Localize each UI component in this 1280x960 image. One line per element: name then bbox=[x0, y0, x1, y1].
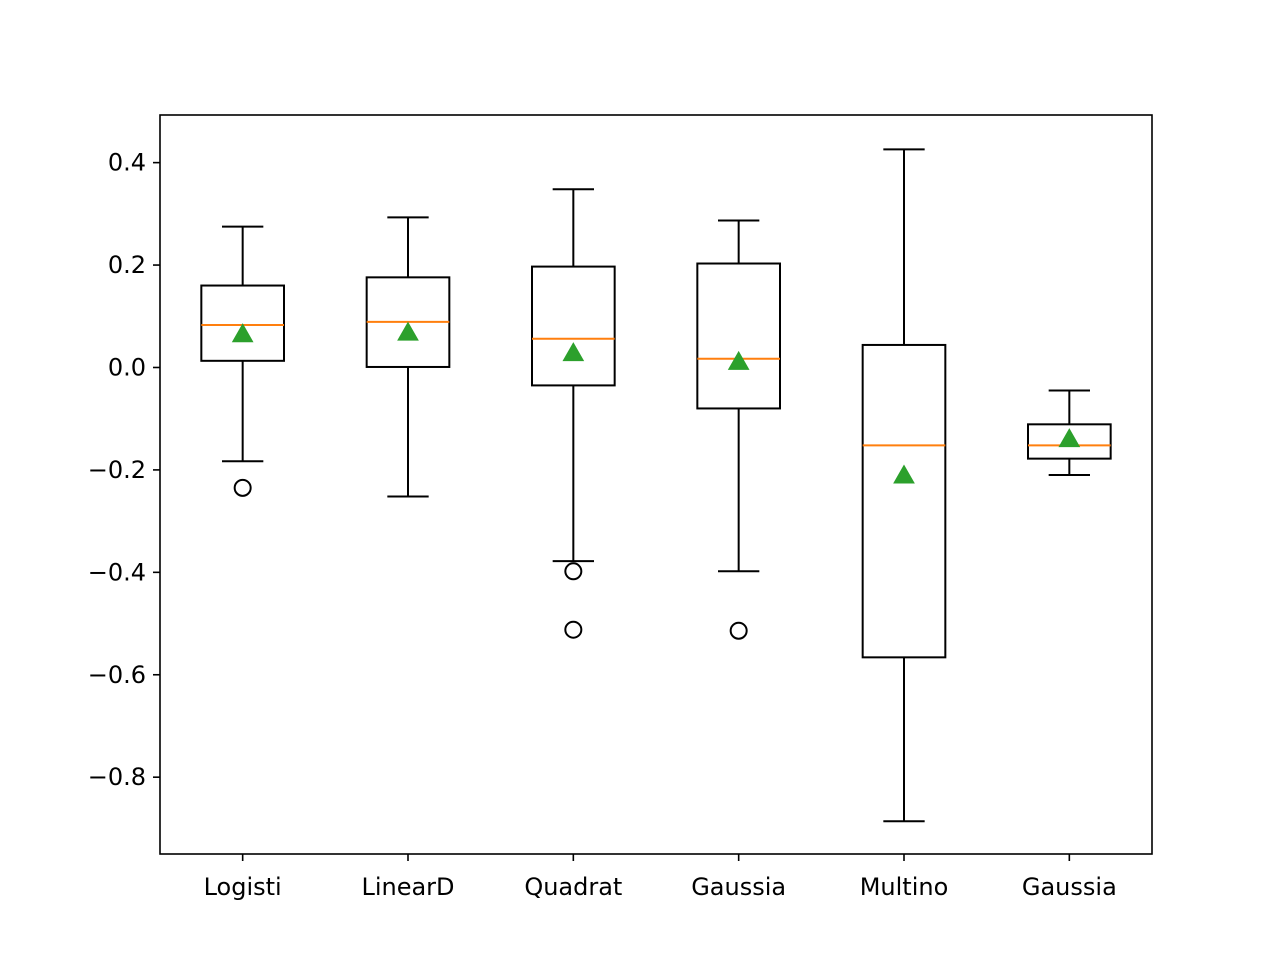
y-axis: 0.4 0.2 0.0 −0.2 −0.4 −0.6 −0.8 bbox=[88, 149, 160, 791]
outlier-point bbox=[729, 621, 748, 640]
box-group-2 bbox=[365, 216, 451, 498]
mean-marker bbox=[397, 321, 419, 341]
mean-marker bbox=[893, 464, 915, 484]
plot-frame bbox=[159, 114, 1153, 855]
outlier-point bbox=[564, 562, 583, 581]
y-tick-label: −0.8 bbox=[88, 763, 146, 791]
x-tick-label: Multino bbox=[860, 873, 949, 901]
y-tick-label: −0.2 bbox=[88, 456, 146, 484]
outlier-point bbox=[564, 620, 583, 639]
outlier-point bbox=[233, 478, 252, 497]
mean-marker bbox=[1058, 428, 1081, 448]
x-tick-label: Gaussia bbox=[1022, 873, 1117, 901]
mean-marker bbox=[231, 323, 254, 343]
y-tick-label: −0.4 bbox=[88, 558, 146, 586]
box-group-1 bbox=[200, 225, 285, 497]
mean-marker bbox=[727, 350, 750, 370]
box-group-3 bbox=[531, 188, 616, 639]
x-axis: Logisti LinearD Quadrat Gaussia Multino Gauss… bbox=[204, 854, 1117, 901]
iqr-box bbox=[1027, 423, 1112, 460]
y-tick-label: 0.2 bbox=[108, 251, 146, 279]
x-tick-label: Logisti bbox=[204, 873, 282, 901]
iqr-box bbox=[200, 284, 285, 362]
y-tick-label: −0.6 bbox=[88, 661, 146, 689]
chart-marks bbox=[200, 148, 1112, 823]
x-tick-label: Gaussia bbox=[691, 873, 786, 901]
y-tick-label: 0.0 bbox=[108, 353, 146, 381]
x-tick-label: Quadrat bbox=[524, 873, 622, 901]
y-tick-label: 0.4 bbox=[108, 149, 146, 177]
box-group-4 bbox=[696, 219, 781, 640]
iqr-box bbox=[861, 343, 947, 659]
box-group-6 bbox=[1027, 389, 1112, 477]
mean-marker bbox=[562, 342, 585, 362]
plot-area bbox=[160, 115, 1152, 854]
x-tick-label: LinearD bbox=[361, 873, 454, 901]
iqr-box bbox=[531, 265, 616, 387]
iqr-box bbox=[696, 262, 781, 410]
box-group-5 bbox=[861, 148, 947, 823]
